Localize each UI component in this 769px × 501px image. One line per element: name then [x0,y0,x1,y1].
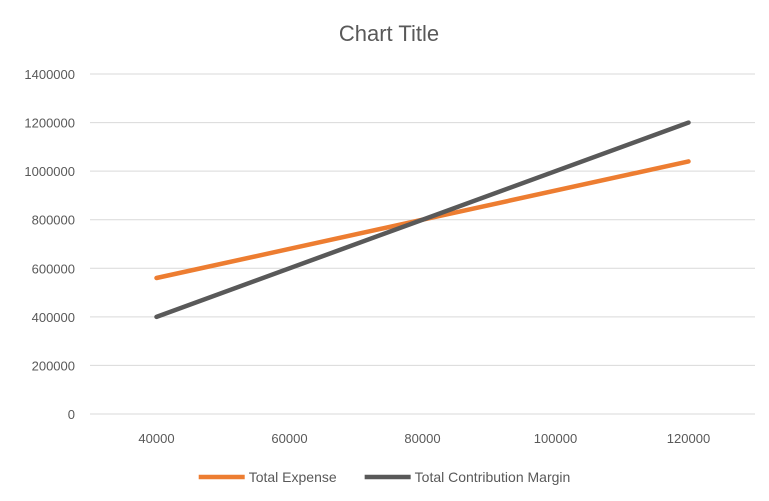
legend-item-1: Total Expense [198,469,337,485]
y-axis-ticks: 0 200000 400000 600000 800000 1000000 1200000 1… [24,67,75,422]
y-tick-label: 1400000 [24,67,75,82]
y-tick-label: 800000 [32,213,75,228]
series-line-2 [154,120,691,320]
x-tick-label: 60000 [271,431,307,446]
legend-item-2: Total Contribution Margin [364,469,571,485]
legend-label: Total Expense [249,469,337,485]
y-tick-label: 200000 [32,358,75,373]
x-tick-label: 100000 [534,431,577,446]
y-tick-label: 1000000 [24,164,75,179]
y-tick-label: 1200000 [24,116,75,131]
legend: Total Expense Total Contribution Margin [198,469,571,485]
x-tick-label: 120000 [667,431,710,446]
legend-label: Total Contribution Margin [415,469,571,485]
y-tick-label: 400000 [32,310,75,325]
x-axis-ticks: 40000 60000 80000 100000 120000 [138,431,710,446]
series-lines [154,120,691,320]
x-tick-label: 40000 [138,431,174,446]
x-tick-label: 80000 [404,431,440,446]
chart-title: Chart Title [339,21,439,46]
y-tick-label: 600000 [32,261,75,276]
gridlines [90,73,755,415]
y-tick-label: 0 [68,407,75,422]
